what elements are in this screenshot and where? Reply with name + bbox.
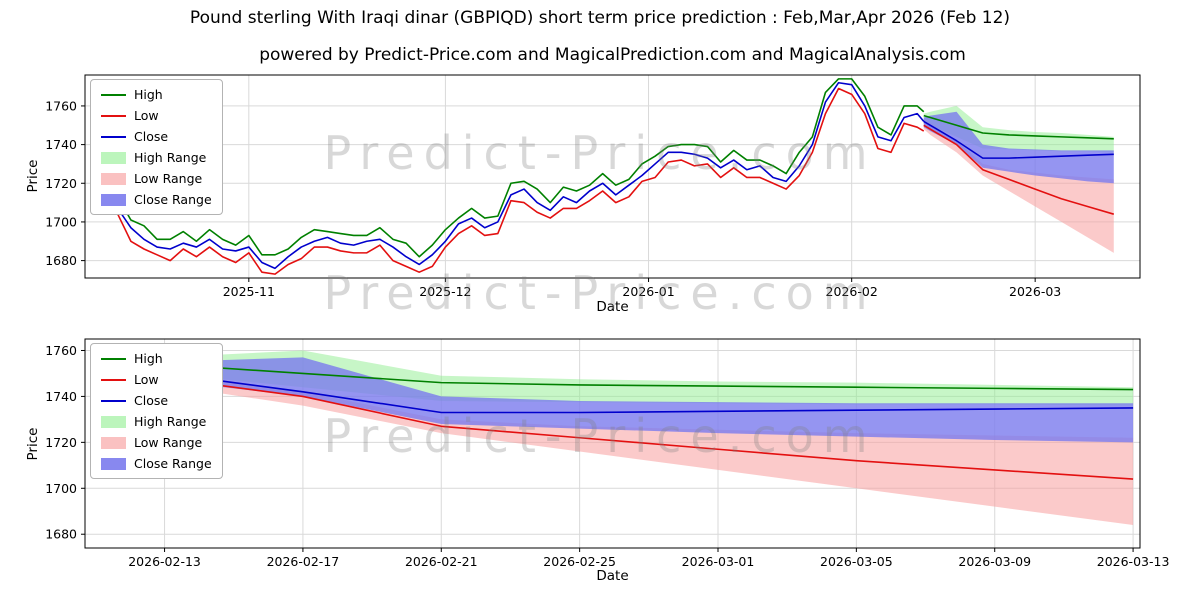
x-tick-label: 2026-02-17 xyxy=(267,554,340,569)
x-tick-label: 2026-01 xyxy=(622,284,674,299)
legend-label: Low Range xyxy=(134,171,203,186)
series-line xyxy=(923,114,1114,140)
bottom-chart-legend: High Low Close High Range Low Range Close Ran… xyxy=(90,343,223,479)
legend-line-swatch xyxy=(101,135,126,138)
legend-item-high: High xyxy=(101,85,212,104)
series-line xyxy=(923,124,1115,215)
legend-label: High xyxy=(134,87,163,102)
legend-item-high-range: High Range xyxy=(101,148,212,167)
y-tick-label: 1720 xyxy=(45,435,77,450)
figure-title: Pound sterling With Iraqi dinar (GBPIQD)… xyxy=(189,8,1011,28)
bottom-x-axis-label: Date xyxy=(596,568,629,584)
forecast-band xyxy=(129,357,1134,443)
y-tick-label: 1700 xyxy=(45,481,77,496)
bottom-chart-plot-area: 1680 1700 1720 1740 1760 2026-02-13 2026-02-17… xyxy=(45,338,1169,569)
bottomChart-svg: 1680 1700 1720 1740 1760 2026-02-13 2026-02-17… xyxy=(45,338,1169,569)
series-line xyxy=(91,81,925,270)
legend-item-high-range: High Range xyxy=(101,412,212,431)
legend-item-close-range: Close Range xyxy=(101,454,212,473)
top-chart-plot-area: 1680 1700 1720 1740 1760 2025-11 2025-12 2026-0… xyxy=(45,74,1141,299)
legend-label: Low xyxy=(134,372,159,387)
top-x-axis-label: Date xyxy=(596,299,629,315)
x-tick-label: 2026-03-01 xyxy=(682,554,755,569)
x-tick-label: 2026-02-13 xyxy=(128,554,201,569)
legend-label: Close Range xyxy=(134,192,212,207)
legend-patch-swatch xyxy=(101,172,126,185)
legend-patch-swatch xyxy=(101,193,126,206)
legend-patch-swatch xyxy=(101,151,126,164)
y-tick-label: 1740 xyxy=(45,389,77,404)
legend-line-swatch xyxy=(101,114,126,117)
x-tick-label: 2026-02 xyxy=(826,284,878,299)
y-tick-label: 1720 xyxy=(45,176,77,191)
legend-item-low: Low xyxy=(101,370,212,389)
legend-line-swatch xyxy=(101,378,126,381)
legend-item-high: High xyxy=(101,349,212,368)
y-tick-label: 1680 xyxy=(45,253,77,268)
legend-label: Low xyxy=(134,108,159,123)
series-line xyxy=(91,78,925,258)
y-tick-label: 1740 xyxy=(45,137,77,152)
legend-label: Low Range xyxy=(134,435,203,450)
legend-patch-swatch xyxy=(101,457,126,470)
series-line xyxy=(923,120,1114,159)
legend-label: Close xyxy=(134,393,169,408)
legend-patch-swatch xyxy=(101,415,126,428)
legend-line-swatch xyxy=(101,93,126,96)
legend-label: High Range xyxy=(134,150,207,165)
forecast-band xyxy=(923,111,1114,184)
x-tick-label: 2026-03-13 xyxy=(1097,554,1170,569)
legend-item-close: Close xyxy=(101,127,212,146)
x-tick-label: 2025-12 xyxy=(419,284,471,299)
legend-label: Close xyxy=(134,129,169,144)
legend-label: Close Range xyxy=(134,456,212,471)
series-line xyxy=(91,87,925,275)
legend-item-low-range: Low Range xyxy=(101,433,212,452)
x-tick-label: 2026-03-05 xyxy=(820,554,893,569)
legend-line-swatch xyxy=(101,357,126,360)
x-tick-label: 2026-03 xyxy=(1009,284,1061,299)
topChart-svg: 1680 1700 1720 1740 1760 2025-11 2025-12 2026-0… xyxy=(45,74,1141,299)
x-tick-label: 2026-02-25 xyxy=(543,554,616,569)
x-tick-label: 2026-03-09 xyxy=(958,554,1031,569)
legend-patch-swatch xyxy=(101,436,126,449)
top-chart-legend: High Low Close High Range Low Range Close Ran… xyxy=(90,79,223,215)
chart-subtitle: powered by Predict-Price.com and Magical… xyxy=(259,45,966,65)
y-tick-label: 1700 xyxy=(45,214,77,229)
y-tick-label: 1680 xyxy=(45,527,77,542)
legend-item-low: Low xyxy=(101,106,212,125)
x-tick-label: 2026-02-21 xyxy=(405,554,478,569)
bottom-y-axis-label: Price xyxy=(25,427,41,461)
y-tick-label: 1760 xyxy=(45,98,77,113)
top-y-axis-label: Price xyxy=(25,159,41,193)
legend-line-swatch xyxy=(101,399,126,402)
legend-item-low-range: Low Range xyxy=(101,169,212,188)
legend-item-close: Close xyxy=(101,391,212,410)
y-tick-label: 1760 xyxy=(45,343,77,358)
legend-item-close-range: Close Range xyxy=(101,190,212,209)
x-tick-label: 2025-11 xyxy=(223,284,275,299)
legend-label: High xyxy=(134,351,163,366)
legend-label: High Range xyxy=(134,414,207,429)
